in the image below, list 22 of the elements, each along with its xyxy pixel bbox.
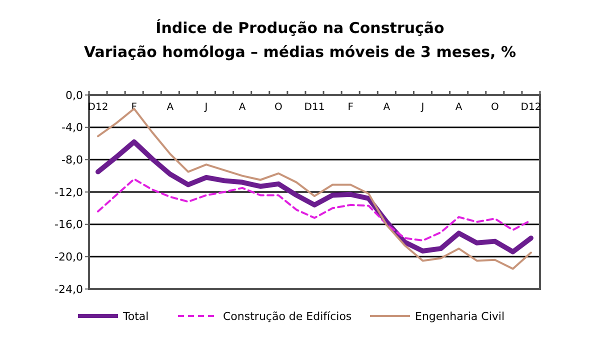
legend-label: Construção de Edifícios: [223, 310, 352, 323]
x-tick-label: A: [383, 102, 390, 113]
x-tick-label: J: [420, 102, 424, 113]
y-tick-label: -20,0: [54, 250, 83, 264]
x-tick-label: O: [490, 102, 499, 113]
y-tick-label: -12,0: [54, 186, 83, 199]
chart-title: Índice de Produção na Construção: [156, 19, 444, 37]
y-tick-label: -24,0: [54, 282, 83, 296]
y-tick-label: 0,0: [66, 88, 83, 102]
x-tick-label: O: [274, 102, 282, 113]
x-tick-label: A: [455, 102, 462, 113]
x-tick-label: J: [204, 102, 208, 113]
x-tick-label: F: [348, 102, 354, 113]
x-tick-label: A: [238, 102, 246, 113]
legend-label: Engenharia Civil: [415, 310, 505, 323]
x-tick-label: A: [166, 102, 174, 113]
chart-subtitle: Variação homóloga – médias móveis de 3 meses, %: [84, 43, 516, 61]
x-tick-label: D11: [304, 102, 325, 113]
y-tick-label: -16,0: [54, 218, 83, 232]
y-tick-label: -4,0: [62, 121, 83, 134]
legend-label: Total: [122, 310, 149, 323]
y-tick-label: -8,0: [62, 154, 83, 167]
